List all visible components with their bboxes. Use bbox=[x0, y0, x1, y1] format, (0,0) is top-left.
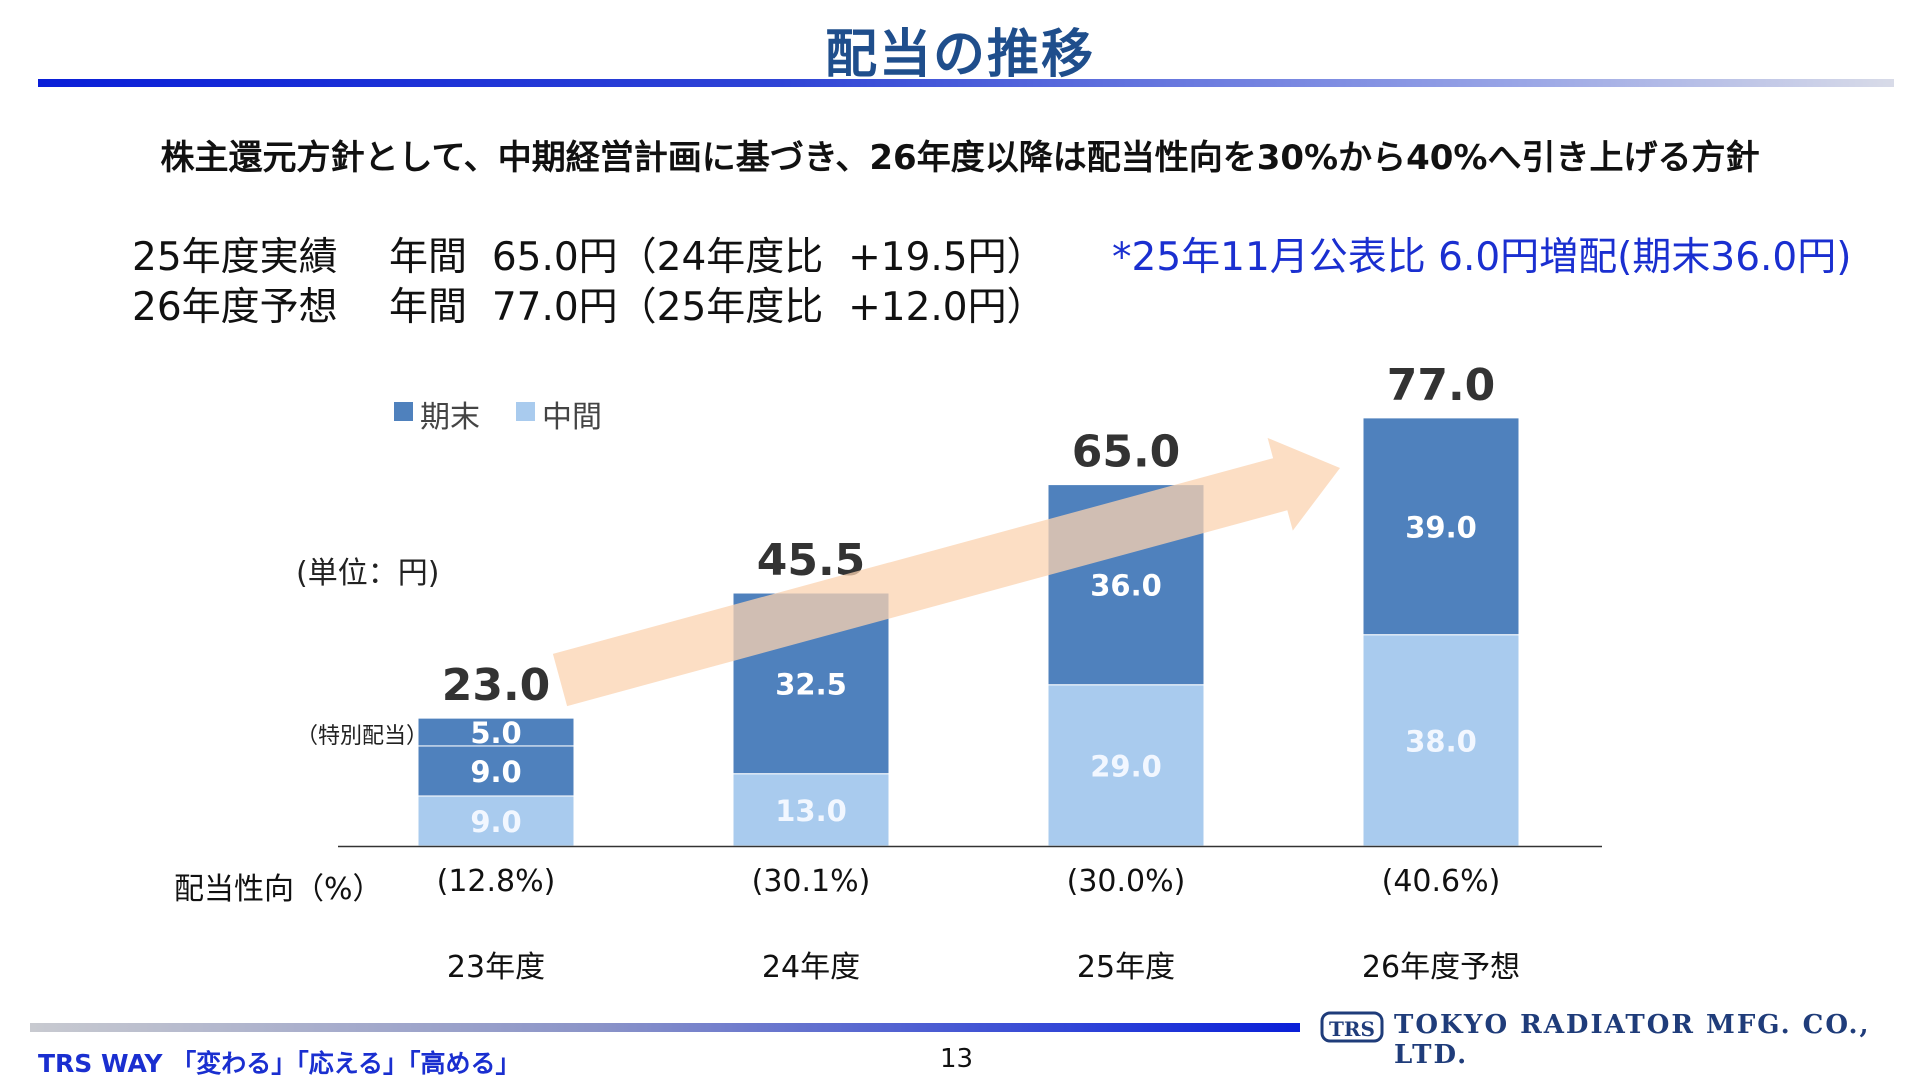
footer-tagline: TRS WAY 「変わる」「応える」「高める」 bbox=[38, 1049, 521, 1078]
payout-ratio-value: (40.6%) bbox=[1381, 864, 1501, 899]
legend-swatch-chukan bbox=[516, 402, 535, 421]
bar-segment bbox=[732, 773, 890, 847]
payout-ratio-label: 配当性向（%） bbox=[174, 872, 383, 907]
x-category-label: 25年度 bbox=[1076, 950, 1176, 985]
bar-segment-label: 9.0 bbox=[470, 805, 521, 839]
title-underline bbox=[38, 79, 1894, 87]
company-logo: TRS bbox=[1320, 1010, 1384, 1048]
bar-segment-label: 32.5 bbox=[775, 667, 847, 701]
bar-segment bbox=[417, 795, 575, 847]
bar-total-label: 65.0 bbox=[1072, 427, 1181, 478]
bar-segment bbox=[1047, 684, 1205, 847]
bar-segment bbox=[1362, 634, 1520, 847]
bar-segment-label: 39.0 bbox=[1405, 510, 1477, 544]
bar-segment-label: 13.0 bbox=[775, 794, 847, 828]
unit-label: (単位：円) bbox=[296, 556, 440, 591]
summary-fy25-actual: 25年度実績 年間 65.0円（24年度比 +19.5円） bbox=[132, 235, 1046, 280]
x-category-label: 26年度予想 bbox=[1361, 950, 1521, 985]
policy-headline: 株主還元方針として、中期経営計画に基づき、26年度以降は配当性向を30%から40… bbox=[160, 138, 1760, 178]
page-number: 13 bbox=[940, 1044, 974, 1074]
x-category-label: 23年度 bbox=[446, 950, 546, 985]
bar-segment bbox=[417, 717, 575, 747]
page-title: 配当の推移 bbox=[824, 25, 1095, 85]
bar-segment-label: 5.0 bbox=[470, 716, 521, 750]
summary-fy26-forecast: 26年度予想 年間 77.0円（25年度比 +12.0円） bbox=[132, 285, 1046, 330]
footer-rule bbox=[30, 1023, 1300, 1032]
payout-ratio-value: (30.1%) bbox=[751, 864, 871, 899]
dividend-increase-note: *25年11月公表比 6.0円増配(期末36.0円) bbox=[1112, 235, 1852, 280]
payout-ratio-value: (12.8%) bbox=[436, 864, 556, 899]
trend-arrow bbox=[552, 437, 1340, 707]
legend-label-kimatsu: 期末 bbox=[420, 400, 480, 435]
legend-swatch-kimatsu bbox=[394, 402, 413, 421]
logo-text: TRS bbox=[1329, 1017, 1375, 1041]
bar-total-label: 23.0 bbox=[442, 660, 551, 711]
bar-segment-label: 29.0 bbox=[1090, 749, 1162, 783]
x-category-label: 24年度 bbox=[761, 950, 861, 985]
company-name: TOKYO RADIATOR MFG. CO., LTD. bbox=[1394, 1010, 1871, 1070]
payout-ratio-value: (30.0%) bbox=[1066, 864, 1186, 899]
bar-total-label: 77.0 bbox=[1387, 360, 1496, 411]
bar-segment bbox=[417, 745, 575, 797]
special-dividend-label: （特別配当） bbox=[296, 724, 429, 749]
bar-segment-label: 38.0 bbox=[1405, 724, 1477, 758]
legend-label-chukan: 中間 bbox=[542, 400, 602, 435]
bar-segment bbox=[1362, 417, 1520, 636]
bar-segment-label: 9.0 bbox=[470, 755, 521, 789]
bar-segment-label: 36.0 bbox=[1090, 569, 1162, 603]
